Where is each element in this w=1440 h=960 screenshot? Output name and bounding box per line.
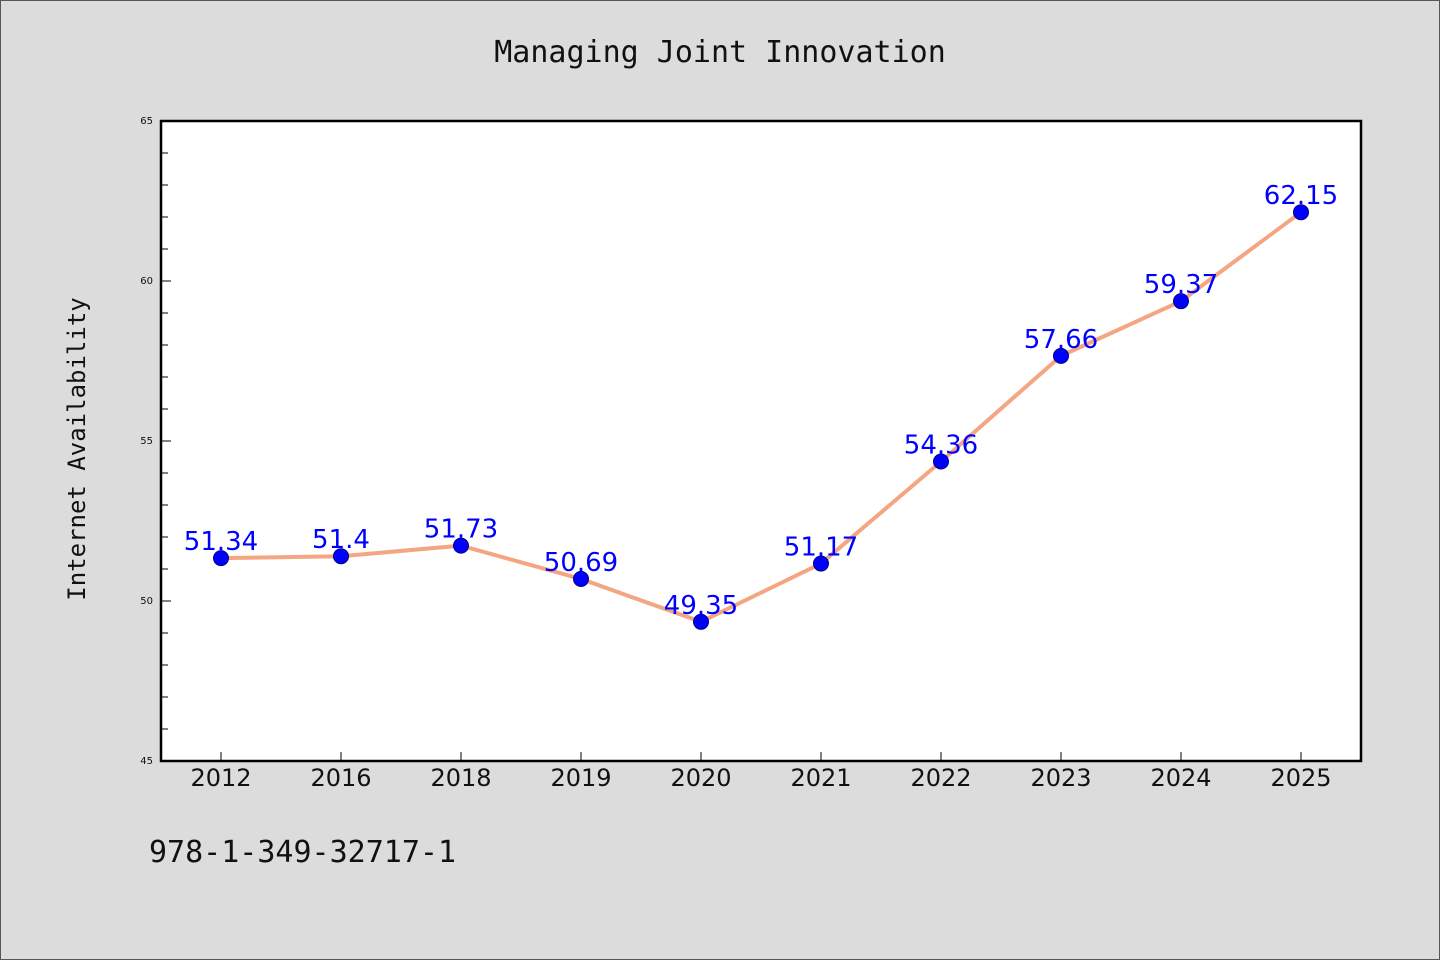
data-label: 50.69 [544, 548, 618, 578]
data-label: 51.4 [312, 525, 370, 555]
series-line [220, 210, 1303, 624]
x-tick-label: 2018 [430, 764, 491, 792]
data-label: 49.35 [664, 591, 738, 621]
data-point [813, 555, 829, 572]
data-point [933, 453, 949, 470]
y-axis-title: Internet Availability [63, 297, 91, 600]
data-label: 51.34 [184, 527, 258, 557]
data-label: 62.15 [1264, 181, 1338, 211]
chart-title: Managing Joint Innovation [494, 35, 946, 70]
y-tick-label: 55 [140, 436, 153, 447]
data-point [1053, 347, 1069, 364]
data-point [573, 570, 589, 587]
x-tick-label: 2021 [790, 764, 851, 792]
y-tick-label: 60 [140, 276, 153, 287]
x-tick-label: 2025 [1270, 764, 1331, 792]
y-tick-label: 65 [140, 116, 153, 127]
data-label: 51.17 [784, 533, 858, 563]
data-label: 57.66 [1024, 325, 1098, 355]
data-label: 54.36 [904, 430, 978, 460]
data-point [1173, 293, 1189, 310]
plot-frame [159, 119, 1363, 763]
x-tick-label: 2016 [310, 764, 371, 792]
data-point [693, 613, 709, 630]
x-tick-label: 2023 [1030, 764, 1091, 792]
data-point [213, 550, 229, 567]
data-point [333, 548, 349, 565]
data-label: 59.37 [1144, 270, 1218, 300]
x-tick-label: 2022 [910, 764, 971, 792]
y-tick-label: 45 [140, 756, 153, 767]
plot-area: 45 50 55 60 65 2012 2016 2018 2019 2020 2021 2022 20… [140, 116, 1363, 792]
y-tick-label: 50 [140, 596, 153, 607]
footer-code: 978-1-349-32717-1 [149, 835, 457, 870]
data-label: 51.73 [424, 515, 498, 545]
data-point [1293, 204, 1309, 221]
x-tick-label: 2020 [670, 764, 731, 792]
x-tick-label: 2012 [190, 764, 251, 792]
data-point [453, 537, 469, 554]
x-tick-label: 2024 [1150, 764, 1211, 792]
x-tick-label: 2019 [550, 764, 611, 792]
